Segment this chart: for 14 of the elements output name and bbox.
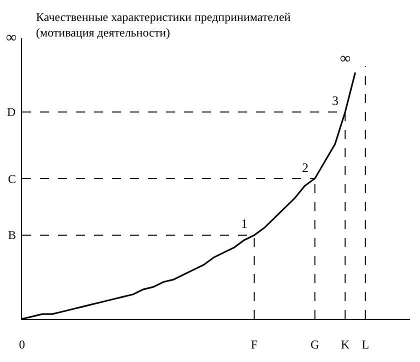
ref-line-label: B: [8, 228, 16, 242]
x-tick-label: 0: [19, 338, 25, 352]
annotation: 1: [241, 216, 248, 231]
ref-line-label: D: [7, 105, 16, 119]
x-tick-label: G: [310, 338, 320, 352]
annotation: 3: [332, 93, 338, 108]
text: ∞: [340, 51, 351, 67]
x-tick-label: K: [340, 338, 350, 352]
x-tick-label: F: [250, 338, 258, 352]
text: ∞: [6, 30, 17, 46]
annotation: 2: [302, 160, 308, 175]
y-axis-title: Качественные характеристики предпринимателей (мотивация деятельности): [36, 10, 292, 40]
ref-line-label: C: [8, 172, 16, 186]
x-tick-label: L: [362, 338, 370, 352]
